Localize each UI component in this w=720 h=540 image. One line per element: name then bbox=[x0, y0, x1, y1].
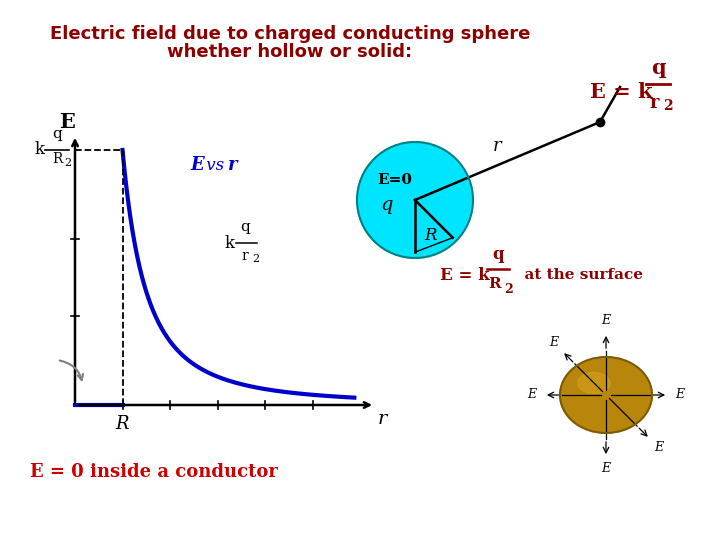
Text: E = k: E = k bbox=[440, 267, 490, 284]
Text: q: q bbox=[52, 127, 62, 141]
Text: E=0: E=0 bbox=[377, 173, 413, 187]
Text: R: R bbox=[116, 415, 130, 433]
Text: E: E bbox=[601, 462, 611, 476]
Ellipse shape bbox=[560, 357, 652, 433]
Text: r: r bbox=[242, 249, 248, 263]
Text: E: E bbox=[190, 156, 204, 174]
Text: E: E bbox=[59, 112, 75, 132]
Text: 2: 2 bbox=[504, 283, 513, 296]
Text: r: r bbox=[228, 156, 238, 174]
Text: E: E bbox=[654, 441, 663, 454]
Text: r: r bbox=[377, 410, 387, 428]
Text: q: q bbox=[240, 220, 250, 234]
Text: Electric field due to charged conducting sphere: Electric field due to charged conducting… bbox=[50, 25, 530, 43]
Circle shape bbox=[357, 142, 473, 258]
Text: R: R bbox=[489, 277, 501, 291]
Text: q: q bbox=[651, 58, 665, 78]
Text: E = k: E = k bbox=[590, 82, 652, 102]
Text: E: E bbox=[675, 388, 685, 402]
Text: R: R bbox=[425, 227, 437, 245]
Text: R: R bbox=[52, 152, 62, 166]
Text: r: r bbox=[649, 94, 659, 112]
Text: 2: 2 bbox=[663, 99, 672, 113]
Text: k: k bbox=[35, 141, 45, 159]
Text: at the surface: at the surface bbox=[514, 268, 643, 282]
Ellipse shape bbox=[578, 373, 610, 394]
Text: k: k bbox=[225, 234, 235, 252]
Text: E = 0 inside a conductor: E = 0 inside a conductor bbox=[30, 463, 278, 481]
Text: E: E bbox=[549, 336, 558, 349]
Text: 2: 2 bbox=[252, 254, 259, 264]
Text: E: E bbox=[528, 388, 536, 402]
Text: 2: 2 bbox=[64, 158, 71, 168]
Text: E: E bbox=[601, 314, 611, 327]
Text: q: q bbox=[492, 246, 504, 263]
Text: r: r bbox=[492, 137, 501, 155]
Text: vs: vs bbox=[201, 157, 230, 173]
Text: q: q bbox=[381, 196, 393, 214]
Text: whether hollow or solid:: whether hollow or solid: bbox=[168, 43, 413, 61]
